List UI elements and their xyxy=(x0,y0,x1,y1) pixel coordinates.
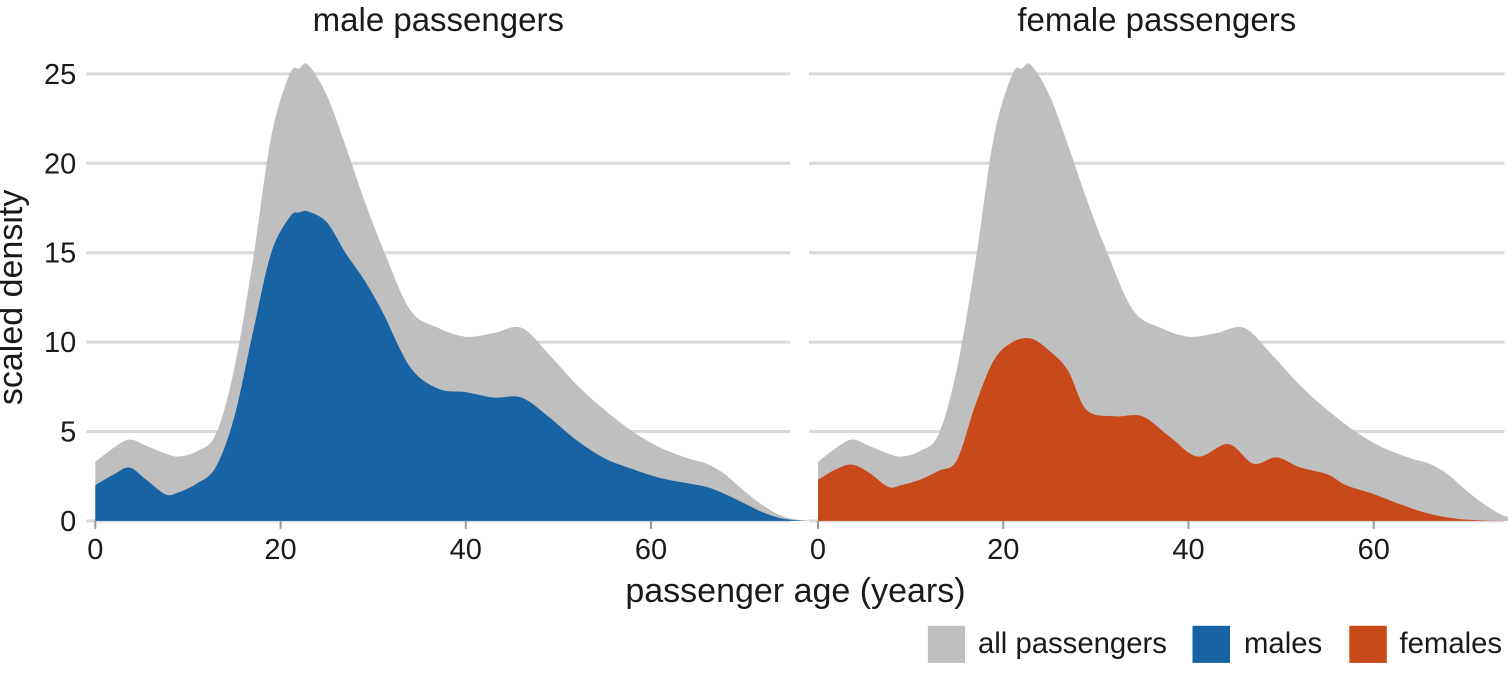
svg-text:scaled density: scaled density xyxy=(0,190,30,405)
svg-text:40: 40 xyxy=(1172,534,1204,566)
svg-text:20: 20 xyxy=(44,148,76,180)
svg-text:10: 10 xyxy=(44,327,76,359)
svg-text:60: 60 xyxy=(1358,534,1390,566)
svg-text:male passengers: male passengers xyxy=(313,1,564,38)
svg-text:passenger age (years): passenger age (years) xyxy=(625,572,965,610)
svg-text:40: 40 xyxy=(450,534,482,566)
svg-text:0: 0 xyxy=(87,534,103,566)
svg-text:20: 20 xyxy=(264,534,296,566)
svg-text:males: males xyxy=(1244,627,1322,660)
svg-text:20: 20 xyxy=(987,534,1019,566)
svg-text:5: 5 xyxy=(60,417,76,449)
svg-text:0: 0 xyxy=(60,506,76,538)
svg-text:60: 60 xyxy=(635,534,667,566)
svg-text:females: females xyxy=(1400,627,1503,660)
svg-text:0: 0 xyxy=(810,534,826,566)
svg-text:all passengers: all passengers xyxy=(978,627,1167,660)
svg-text:female passengers: female passengers xyxy=(1017,1,1296,38)
svg-text:15: 15 xyxy=(44,238,76,270)
svg-text:25: 25 xyxy=(44,59,76,91)
